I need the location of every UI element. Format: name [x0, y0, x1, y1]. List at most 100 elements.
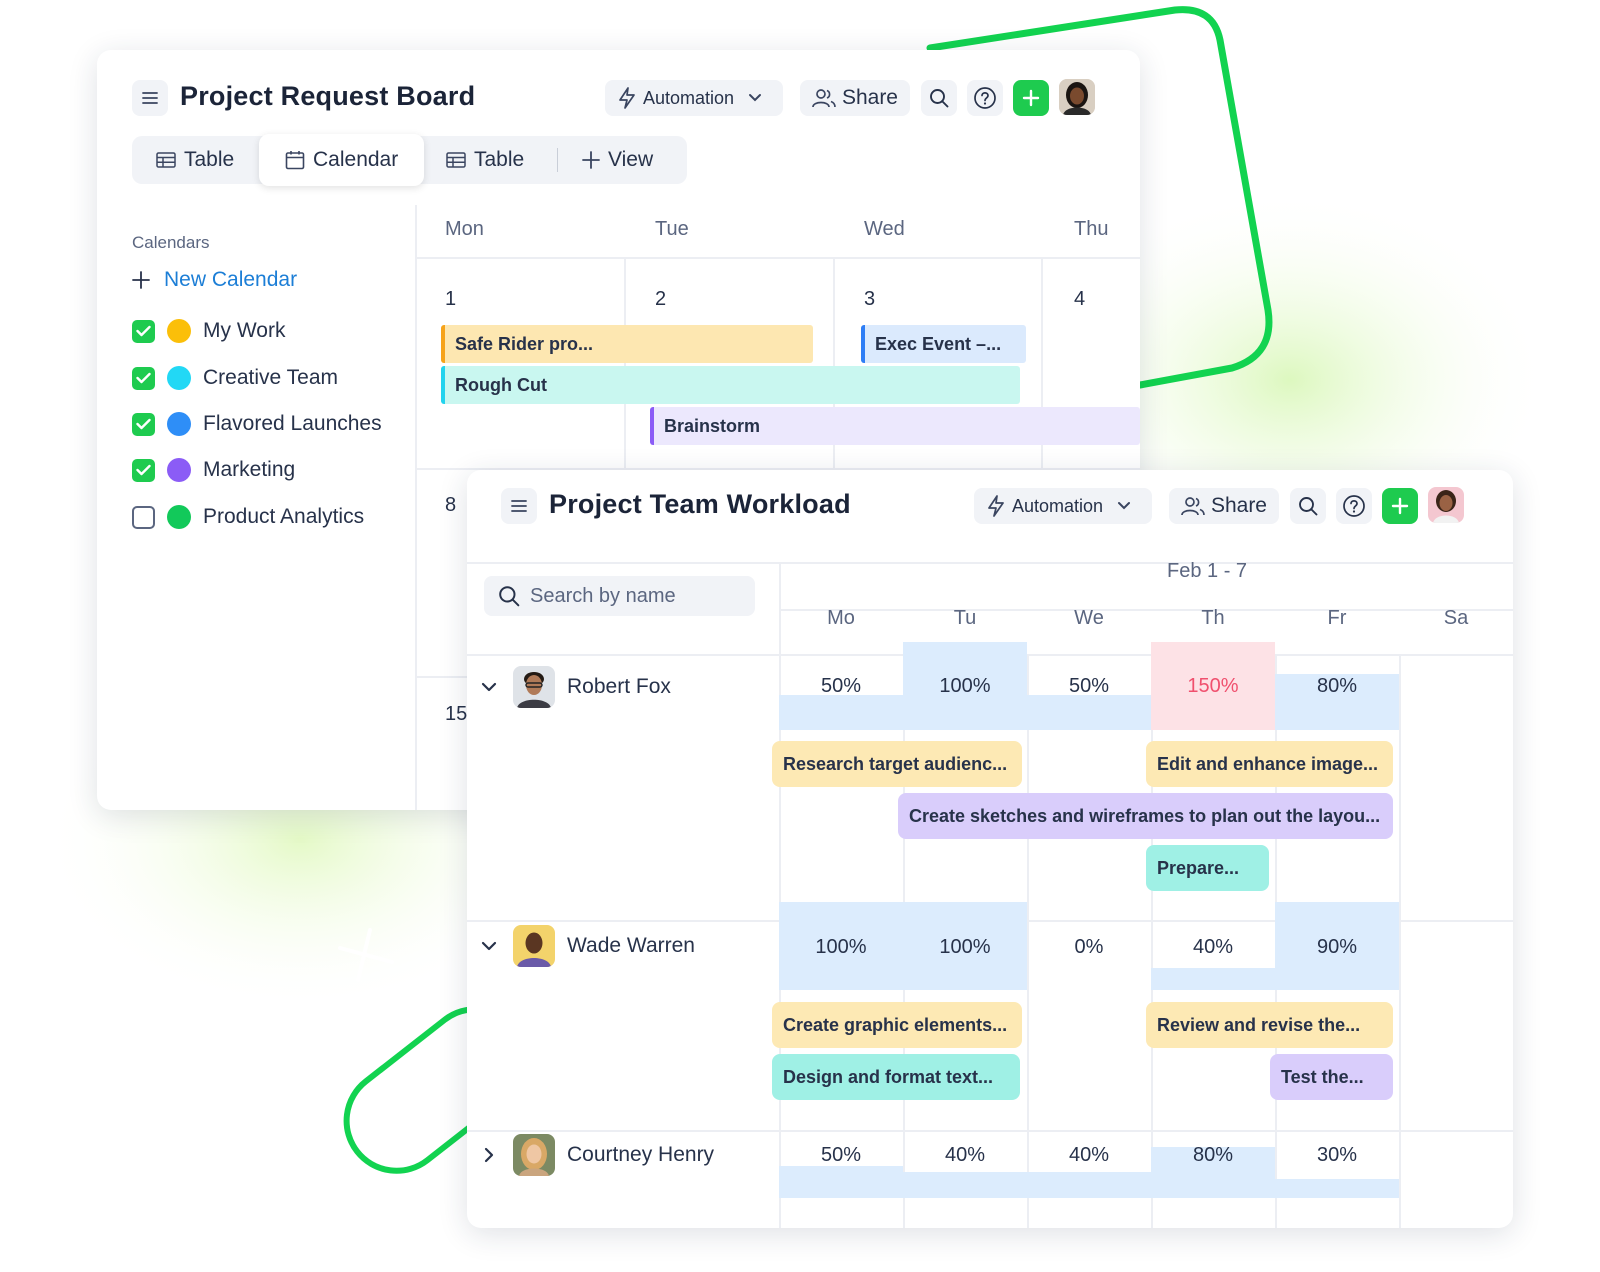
user-avatar[interactable] — [1428, 487, 1464, 523]
load-percent: 100% — [939, 675, 991, 697]
plus-icon — [132, 271, 150, 289]
calendar-color-dot — [167, 366, 191, 390]
users-icon — [812, 89, 836, 108]
avatar — [513, 925, 555, 967]
menu-button[interactable] — [132, 80, 168, 116]
lightning-icon — [988, 495, 1004, 517]
search-input[interactable]: Search by name — [484, 576, 755, 616]
automation-label: Automation — [1012, 495, 1104, 516]
automation-label: Automation — [643, 87, 735, 108]
task-bar[interactable]: Test the... — [1270, 1054, 1393, 1100]
load-percent: 50% — [820, 675, 862, 697]
share-button[interactable]: Share — [1169, 488, 1279, 524]
task-bar[interactable]: Design and format text... — [772, 1054, 1020, 1100]
check-icon — [136, 372, 151, 384]
load-percent: 100% — [815, 936, 867, 958]
checkbox-checked[interactable] — [132, 319, 155, 343]
calendar-event[interactable]: Safe Rider pro... — [441, 325, 813, 363]
share-button[interactable]: Share — [800, 80, 910, 116]
check-icon — [136, 418, 151, 430]
load-percent: 40% — [1068, 1144, 1110, 1166]
automation-button[interactable]: Automation — [974, 488, 1152, 524]
load-percent: 80% — [1316, 675, 1358, 697]
chevron-down-icon[interactable] — [479, 682, 499, 692]
load-bar — [1275, 902, 1399, 990]
project-team-workload: Project Team Workload Automation Share S… — [467, 470, 1513, 1228]
task-bar[interactable]: Prepare... — [1146, 845, 1269, 891]
chevron-down-icon[interactable] — [479, 941, 499, 951]
search-placeholder: Search by name — [530, 584, 676, 607]
calendar-color-dot — [167, 458, 191, 482]
search-button[interactable] — [921, 80, 957, 116]
weekday-label: Mo — [827, 607, 855, 629]
calendar-item-my-work[interactable]: My Work — [132, 318, 285, 344]
person-row-courtney-henry[interactable]: Courtney Henry — [479, 1134, 714, 1176]
calendar-event[interactable]: Rough Cut — [441, 366, 1020, 404]
calendar-label: Marketing — [203, 458, 296, 481]
calendar-item-flavored-launches[interactable]: Flavored Launches — [132, 411, 382, 437]
user-photo — [1059, 79, 1095, 115]
weekday-label: Fr — [1327, 607, 1347, 629]
calendar-color-dot — [167, 505, 191, 529]
load-percent: 30% — [1316, 1144, 1358, 1166]
weekday-label: Th — [1201, 607, 1225, 629]
add-view-button[interactable]: View — [582, 136, 653, 184]
load-bar — [1027, 695, 1151, 730]
check-icon — [136, 464, 151, 476]
tab-table-2[interactable]: Table — [446, 136, 524, 184]
add-button[interactable] — [1013, 80, 1049, 116]
new-calendar-button[interactable]: New Calendar — [132, 268, 297, 292]
checkbox-checked[interactable] — [132, 366, 155, 390]
checkbox-unchecked[interactable] — [132, 505, 155, 529]
person-row-wade-warren[interactable]: Wade Warren — [479, 925, 695, 967]
add-button[interactable] — [1382, 488, 1418, 524]
checkbox-checked[interactable] — [132, 458, 155, 482]
task-bar[interactable]: Create sketches and wireframes to plan o… — [898, 793, 1393, 839]
task-bar[interactable]: Edit and enhance image... — [1146, 741, 1393, 787]
load-percent: 80% — [1192, 1144, 1234, 1166]
tab-table[interactable]: Table — [156, 136, 234, 184]
calendar-item-marketing[interactable]: Marketing — [132, 457, 295, 483]
task-bar[interactable]: Research target audienc... — [772, 741, 1022, 787]
user-avatar[interactable] — [1059, 79, 1095, 115]
grid-line — [1399, 654, 1401, 1228]
weekday-label: Mon — [445, 218, 484, 240]
help-button[interactable] — [1336, 488, 1372, 524]
grid-line — [1027, 654, 1029, 1228]
checkbox-checked[interactable] — [132, 412, 155, 436]
check-icon — [136, 325, 151, 337]
load-percent: 90% — [1316, 936, 1358, 958]
grid-line — [415, 205, 417, 810]
day-number: 1 — [445, 288, 457, 310]
load-bar — [1151, 642, 1275, 730]
menu-button[interactable] — [501, 488, 537, 524]
calendar-label: My Work — [203, 319, 286, 342]
load-bar — [779, 1166, 903, 1198]
help-button[interactable] — [967, 80, 1003, 116]
search-icon — [930, 89, 949, 108]
day-number: 4 — [1074, 288, 1086, 310]
tab-calendar[interactable]: Calendar — [259, 134, 425, 186]
chevron-down-icon — [749, 94, 762, 102]
tab-label: Table — [474, 148, 525, 171]
calendar-item-product-analytics[interactable]: Product Analytics — [132, 504, 364, 530]
task-bar[interactable]: Create graphic elements... — [772, 1002, 1022, 1048]
avatar — [513, 666, 555, 708]
search-icon — [1299, 497, 1318, 516]
person-row-robert-fox[interactable]: Robert Fox — [479, 666, 671, 708]
calendar-event[interactable]: Brainstorm — [650, 407, 1140, 445]
page-title: Project Request Board — [180, 81, 476, 111]
help-icon — [974, 87, 996, 109]
load-percent: 50% — [820, 1144, 862, 1166]
task-bar[interactable]: Review and revise the... — [1146, 1002, 1393, 1048]
plus-icon — [1391, 497, 1409, 515]
search-button[interactable] — [1290, 488, 1326, 524]
chevron-right-icon[interactable] — [479, 1147, 499, 1163]
calendar-event[interactable]: Exec Event –... — [861, 325, 1026, 363]
automation-button[interactable]: Automation — [605, 80, 783, 116]
project-request-board: Project Request Board Automation Share T… — [97, 50, 1140, 810]
users-icon — [1181, 497, 1205, 516]
calendar-item-creative-team[interactable]: Creative Team — [132, 365, 338, 391]
day-number: 15 — [445, 703, 468, 725]
person-name: Wade Warren — [567, 934, 695, 957]
